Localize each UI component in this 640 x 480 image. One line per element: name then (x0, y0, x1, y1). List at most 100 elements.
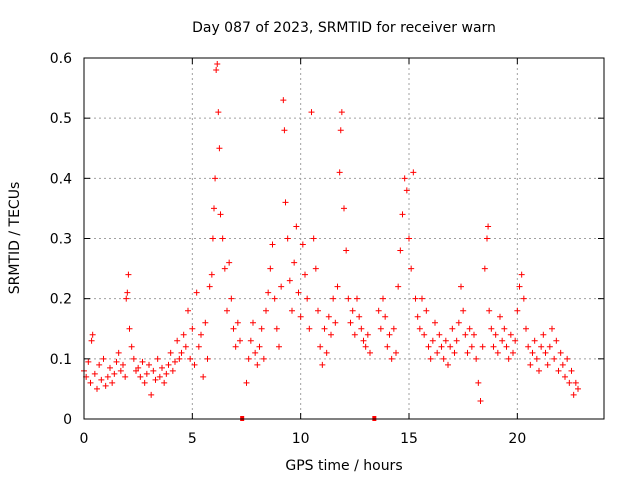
data-point (434, 349, 441, 356)
data-point (98, 376, 105, 383)
data-point (464, 349, 471, 356)
data-point (345, 295, 352, 302)
data-point (178, 349, 185, 356)
data-point (362, 343, 369, 350)
data-point (276, 343, 282, 350)
data-point (282, 199, 289, 206)
data-point (544, 361, 551, 368)
data-point (475, 379, 482, 386)
data-point (125, 271, 132, 278)
data-point (124, 289, 131, 296)
data-point (226, 259, 233, 266)
data-point (421, 331, 428, 338)
data-point (564, 355, 571, 362)
data-point (130, 355, 137, 362)
data-point (126, 325, 133, 332)
data-point (304, 295, 311, 302)
data-point (323, 349, 330, 356)
data-point (308, 109, 315, 116)
x-tick-label: 0 (80, 431, 89, 447)
data-point (148, 391, 155, 398)
data-point (156, 373, 163, 380)
data-point (263, 307, 269, 314)
data-point (412, 295, 419, 302)
data-point (163, 370, 170, 377)
data-point (527, 361, 534, 368)
data-point (570, 391, 577, 398)
data-point (337, 127, 344, 134)
data-point (518, 271, 525, 278)
data-point (252, 349, 259, 356)
data-point (455, 319, 462, 326)
y-tick-label: 0 (63, 412, 72, 428)
data-point (208, 271, 215, 278)
data-point (408, 265, 415, 272)
data-point (176, 355, 183, 362)
data-point (150, 367, 157, 374)
data-point (191, 361, 198, 368)
data-point (234, 319, 241, 326)
data-point (161, 379, 168, 386)
data-point (351, 331, 358, 338)
data-point (128, 343, 135, 350)
data-point (384, 343, 391, 350)
data-point (91, 370, 98, 377)
data-point (107, 364, 113, 371)
x-tick-label: 20 (508, 431, 526, 447)
grid (84, 58, 604, 419)
data-point (219, 235, 226, 242)
data-point (152, 376, 159, 383)
data-point (328, 331, 334, 338)
data-point (514, 307, 521, 314)
data-point (122, 373, 129, 380)
data-point (501, 325, 508, 332)
data-point (189, 325, 196, 332)
data-point (406, 235, 412, 242)
data-point (516, 283, 523, 290)
data-point (317, 343, 324, 350)
data-point (525, 343, 532, 350)
data-point (185, 307, 191, 314)
data-point (503, 343, 510, 350)
data-point (117, 367, 124, 374)
data-point (492, 331, 499, 338)
data-point (321, 325, 328, 332)
data-point (445, 361, 451, 368)
data-point (538, 343, 545, 350)
data-point (88, 337, 95, 344)
data-point (167, 349, 174, 356)
data-point (245, 355, 252, 362)
data-point (87, 379, 94, 386)
data-point (540, 331, 547, 338)
data-point (332, 319, 339, 326)
data-point (278, 283, 285, 290)
data-point (96, 361, 103, 368)
data-point (423, 307, 430, 314)
data-point (250, 319, 256, 326)
data-point (557, 349, 564, 356)
data-point (159, 364, 165, 371)
data-point (211, 205, 217, 212)
data-point (386, 331, 393, 338)
data-point (204, 355, 211, 362)
data-point (165, 361, 172, 368)
data-point (94, 385, 100, 392)
data-point (572, 379, 579, 386)
data-point (109, 379, 116, 386)
data-point (265, 289, 272, 296)
data-point (442, 337, 449, 344)
data-point (542, 349, 549, 356)
data-point (401, 175, 408, 182)
data-point (100, 355, 107, 362)
data-point (213, 67, 220, 74)
data-point (377, 325, 384, 332)
data-point (269, 241, 276, 248)
data-point (440, 355, 447, 362)
data-point (271, 295, 278, 302)
data-point (141, 379, 148, 386)
data-point (133, 367, 139, 374)
data-point (216, 145, 223, 152)
data-point (295, 289, 302, 296)
data-point (195, 343, 202, 350)
data-point (520, 295, 527, 302)
